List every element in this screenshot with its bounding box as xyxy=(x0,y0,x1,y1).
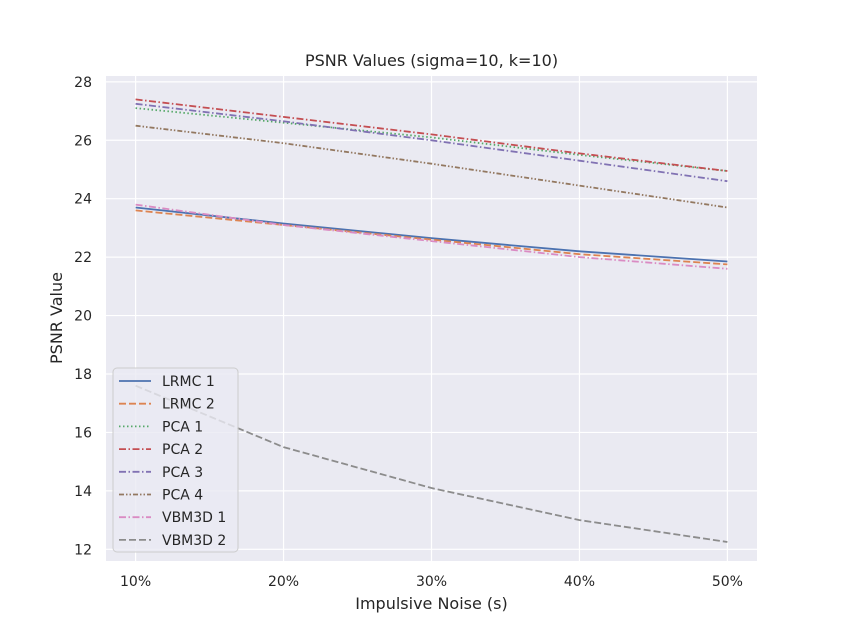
series-line-pca-1 xyxy=(135,107,728,172)
chart-title: PSNR Values (sigma=10, k=10) xyxy=(305,51,558,70)
tick-labels: 10% 20% 30% 40% 50% 12 14 16 18 20 22 24 26 28 xyxy=(74,75,743,590)
y-tick-label: 24 xyxy=(74,192,92,208)
x-tick-label: 40% xyxy=(564,574,595,590)
series-line-vbm3d-1 xyxy=(135,203,728,270)
x-tick-label: 50% xyxy=(712,574,743,590)
x-axis-title: Impulsive Noise (s) xyxy=(355,594,508,613)
series-line-lrmc-2 xyxy=(135,209,728,266)
series-lines xyxy=(135,98,728,543)
x-tick-label: 30% xyxy=(416,574,447,590)
legend-label: VBM3D 1 xyxy=(162,510,226,526)
series-line-pca-4 xyxy=(135,124,728,209)
legend-box xyxy=(112,367,239,553)
legend-label: PCA 1 xyxy=(162,419,203,435)
legend: LRMC 1 LRMC 2 PCA 1 PCA 2 PCA 3 PCA 4 VBM3D 1 V… xyxy=(112,367,239,553)
y-tick-label: 16 xyxy=(74,425,92,441)
legend-label: LRMC 2 xyxy=(162,397,215,413)
series-line-pca-2 xyxy=(135,98,728,172)
x-tick-label: 10% xyxy=(120,574,151,590)
y-tick-label: 22 xyxy=(74,250,92,266)
y-tick-label: 28 xyxy=(74,75,92,91)
legend-label: PCA 2 xyxy=(162,442,203,458)
y-tick-label: 26 xyxy=(74,133,92,149)
x-tick-label: 20% xyxy=(268,574,299,590)
y-tick-label: 18 xyxy=(74,367,92,383)
y-tick-label: 12 xyxy=(74,542,92,558)
legend-label: PCA 4 xyxy=(162,488,203,504)
y-tick-label: 20 xyxy=(74,309,92,325)
y-tick-label: 14 xyxy=(74,484,92,500)
legend-label: PCA 3 xyxy=(162,465,203,481)
legend-label: VBM3D 2 xyxy=(162,533,226,549)
series-line-pca-3 xyxy=(135,102,728,183)
y-axis-title: PSNR Value xyxy=(47,272,66,364)
legend-label: LRMC 1 xyxy=(162,374,215,390)
